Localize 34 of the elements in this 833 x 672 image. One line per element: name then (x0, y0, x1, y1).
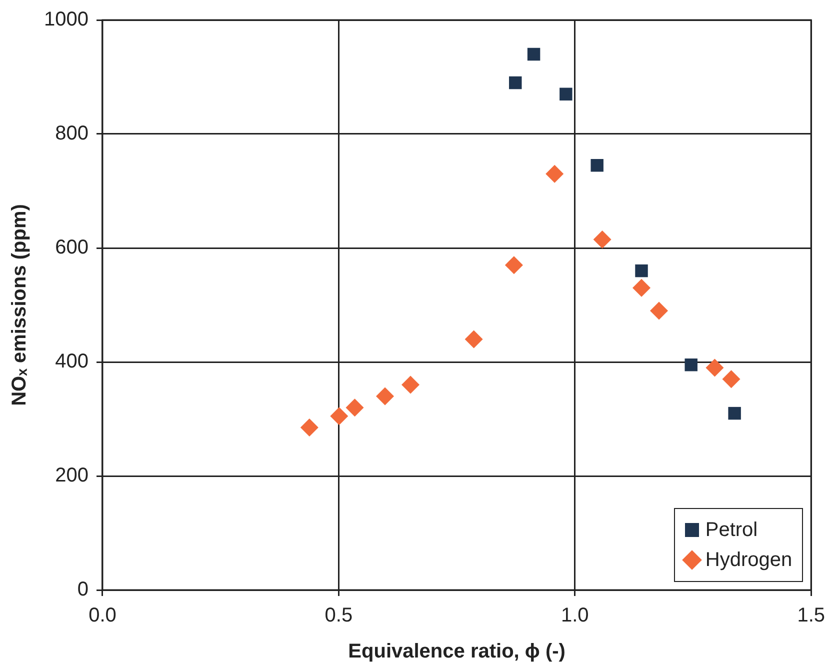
point (684, 358, 698, 372)
point (504, 256, 523, 274)
point (590, 158, 604, 172)
point (560, 88, 572, 100)
point (722, 370, 740, 388)
y-tick-label: 0 (77, 578, 88, 601)
point (650, 302, 668, 320)
x-tick-label: 0.5 (324, 604, 353, 627)
point (635, 264, 648, 278)
y-tick-label: 200 (55, 464, 88, 487)
point (402, 376, 420, 394)
point (330, 407, 348, 426)
x-tick-label: 1.0 (560, 604, 589, 627)
point (593, 230, 612, 248)
point (464, 330, 483, 348)
y-tick-label: 800 (55, 122, 88, 145)
y-tick-label: 1000 (44, 8, 88, 31)
x-tick-label: 0.0 (88, 604, 116, 627)
legend-label: Petrol (705, 518, 758, 542)
point (527, 48, 540, 61)
point (376, 387, 394, 406)
point (300, 418, 318, 437)
legend-label: Hydrogen (705, 548, 792, 572)
point (632, 278, 651, 297)
x-tick-label: 1.5 (797, 604, 826, 627)
point (346, 398, 364, 417)
x-axis-title: Equivalence ratio, ϕ (-) (348, 640, 566, 663)
y-tick-label: 600 (55, 236, 88, 259)
point (509, 76, 522, 90)
point (706, 358, 724, 377)
y-axis-title: NOₓ emissions (ppm) (8, 204, 31, 406)
point (728, 406, 741, 420)
y-tick-label: 400 (55, 350, 88, 373)
point (546, 164, 564, 183)
